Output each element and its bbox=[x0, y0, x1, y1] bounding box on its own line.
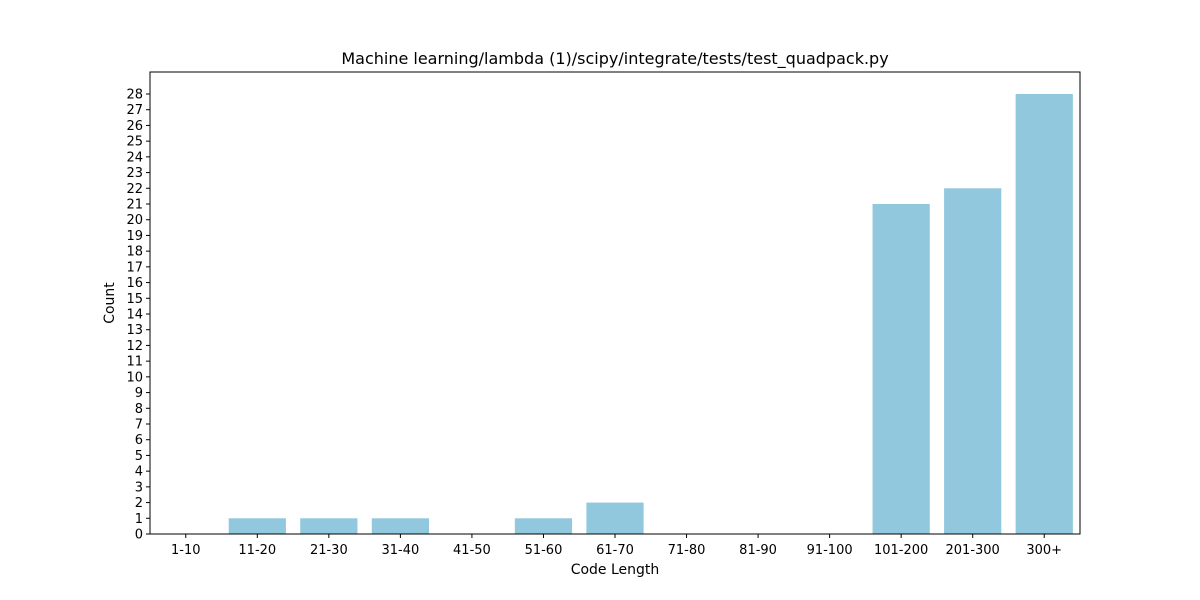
y-axis: 0123456789101112131415161718192021222324… bbox=[126, 88, 150, 543]
bar-21-30 bbox=[300, 518, 358, 534]
x-tick-label: 81-90 bbox=[739, 543, 777, 558]
plot-frame bbox=[149, 71, 1081, 535]
y-tick-label: 11 bbox=[126, 355, 143, 370]
y-tick-label: 24 bbox=[126, 150, 143, 165]
x-tick-label: 51-60 bbox=[525, 543, 563, 558]
y-tick-label: 18 bbox=[126, 245, 143, 260]
x-tick-label: 41-50 bbox=[453, 543, 491, 558]
x-axis-title: Code Length bbox=[571, 562, 660, 578]
y-tick-label: 27 bbox=[126, 103, 143, 118]
y-axis-title: Count bbox=[102, 282, 118, 324]
x-tick-label: 101-200 bbox=[874, 543, 928, 558]
y-tick-label: 2 bbox=[135, 496, 143, 511]
y-tick-label: 19 bbox=[126, 229, 143, 244]
x-tick-label: 91-100 bbox=[807, 543, 853, 558]
bar-101-200 bbox=[872, 204, 930, 534]
y-tick-label: 28 bbox=[126, 88, 143, 103]
x-tick-label: 1-10 bbox=[171, 543, 201, 558]
y-tick-label: 13 bbox=[126, 323, 143, 338]
x-tick-label: 71-80 bbox=[668, 543, 706, 558]
y-tick-label: 26 bbox=[126, 119, 143, 134]
x-tick-label: 201-300 bbox=[946, 543, 1000, 558]
bar-31-40 bbox=[371, 518, 429, 534]
y-tick-label: 9 bbox=[135, 386, 143, 401]
x-axis: 1-10 11-20 21-30 31-40 41-50 51-60 61-70 71-80 8… bbox=[171, 534, 1062, 558]
x-tick-label: 300+ bbox=[1026, 543, 1062, 558]
y-tick-label: 4 bbox=[135, 465, 143, 480]
bar-61-70 bbox=[586, 502, 644, 534]
y-tick-label: 6 bbox=[135, 433, 143, 448]
y-tick-label: 25 bbox=[126, 135, 143, 150]
x-tick-label: 31-40 bbox=[381, 543, 419, 558]
y-tick-label: 14 bbox=[126, 308, 143, 323]
y-tick-label: 17 bbox=[126, 260, 143, 275]
y-tick-label: 10 bbox=[126, 370, 143, 385]
y-tick-label: 15 bbox=[126, 292, 143, 307]
x-tick-label: 21-30 bbox=[310, 543, 348, 558]
y-tick-label: 3 bbox=[135, 480, 143, 495]
chart-title: Machine learning/lambda (1)/scipy/integr… bbox=[341, 49, 888, 69]
bar-51-60 bbox=[514, 518, 573, 534]
y-tick-label: 21 bbox=[126, 198, 143, 213]
y-tick-label: 5 bbox=[135, 449, 143, 464]
y-tick-label: 23 bbox=[126, 166, 143, 181]
y-tick-label: 22 bbox=[126, 182, 143, 197]
y-tick-label: 12 bbox=[126, 339, 143, 354]
y-tick-label: 1 bbox=[135, 512, 143, 527]
bar-300+ bbox=[1015, 94, 1073, 534]
bar-11-20 bbox=[228, 518, 286, 534]
y-tick-label: 7 bbox=[135, 418, 143, 433]
y-tick-label: 20 bbox=[126, 213, 143, 228]
x-tick-label: 11-20 bbox=[238, 543, 276, 558]
x-tick-label: 61-70 bbox=[596, 543, 634, 558]
y-tick-label: 8 bbox=[135, 402, 143, 417]
y-tick-label: 16 bbox=[126, 276, 143, 291]
bars-group bbox=[228, 94, 1073, 535]
y-tick-label: 0 bbox=[135, 528, 143, 543]
bar-201-300 bbox=[944, 188, 1002, 535]
